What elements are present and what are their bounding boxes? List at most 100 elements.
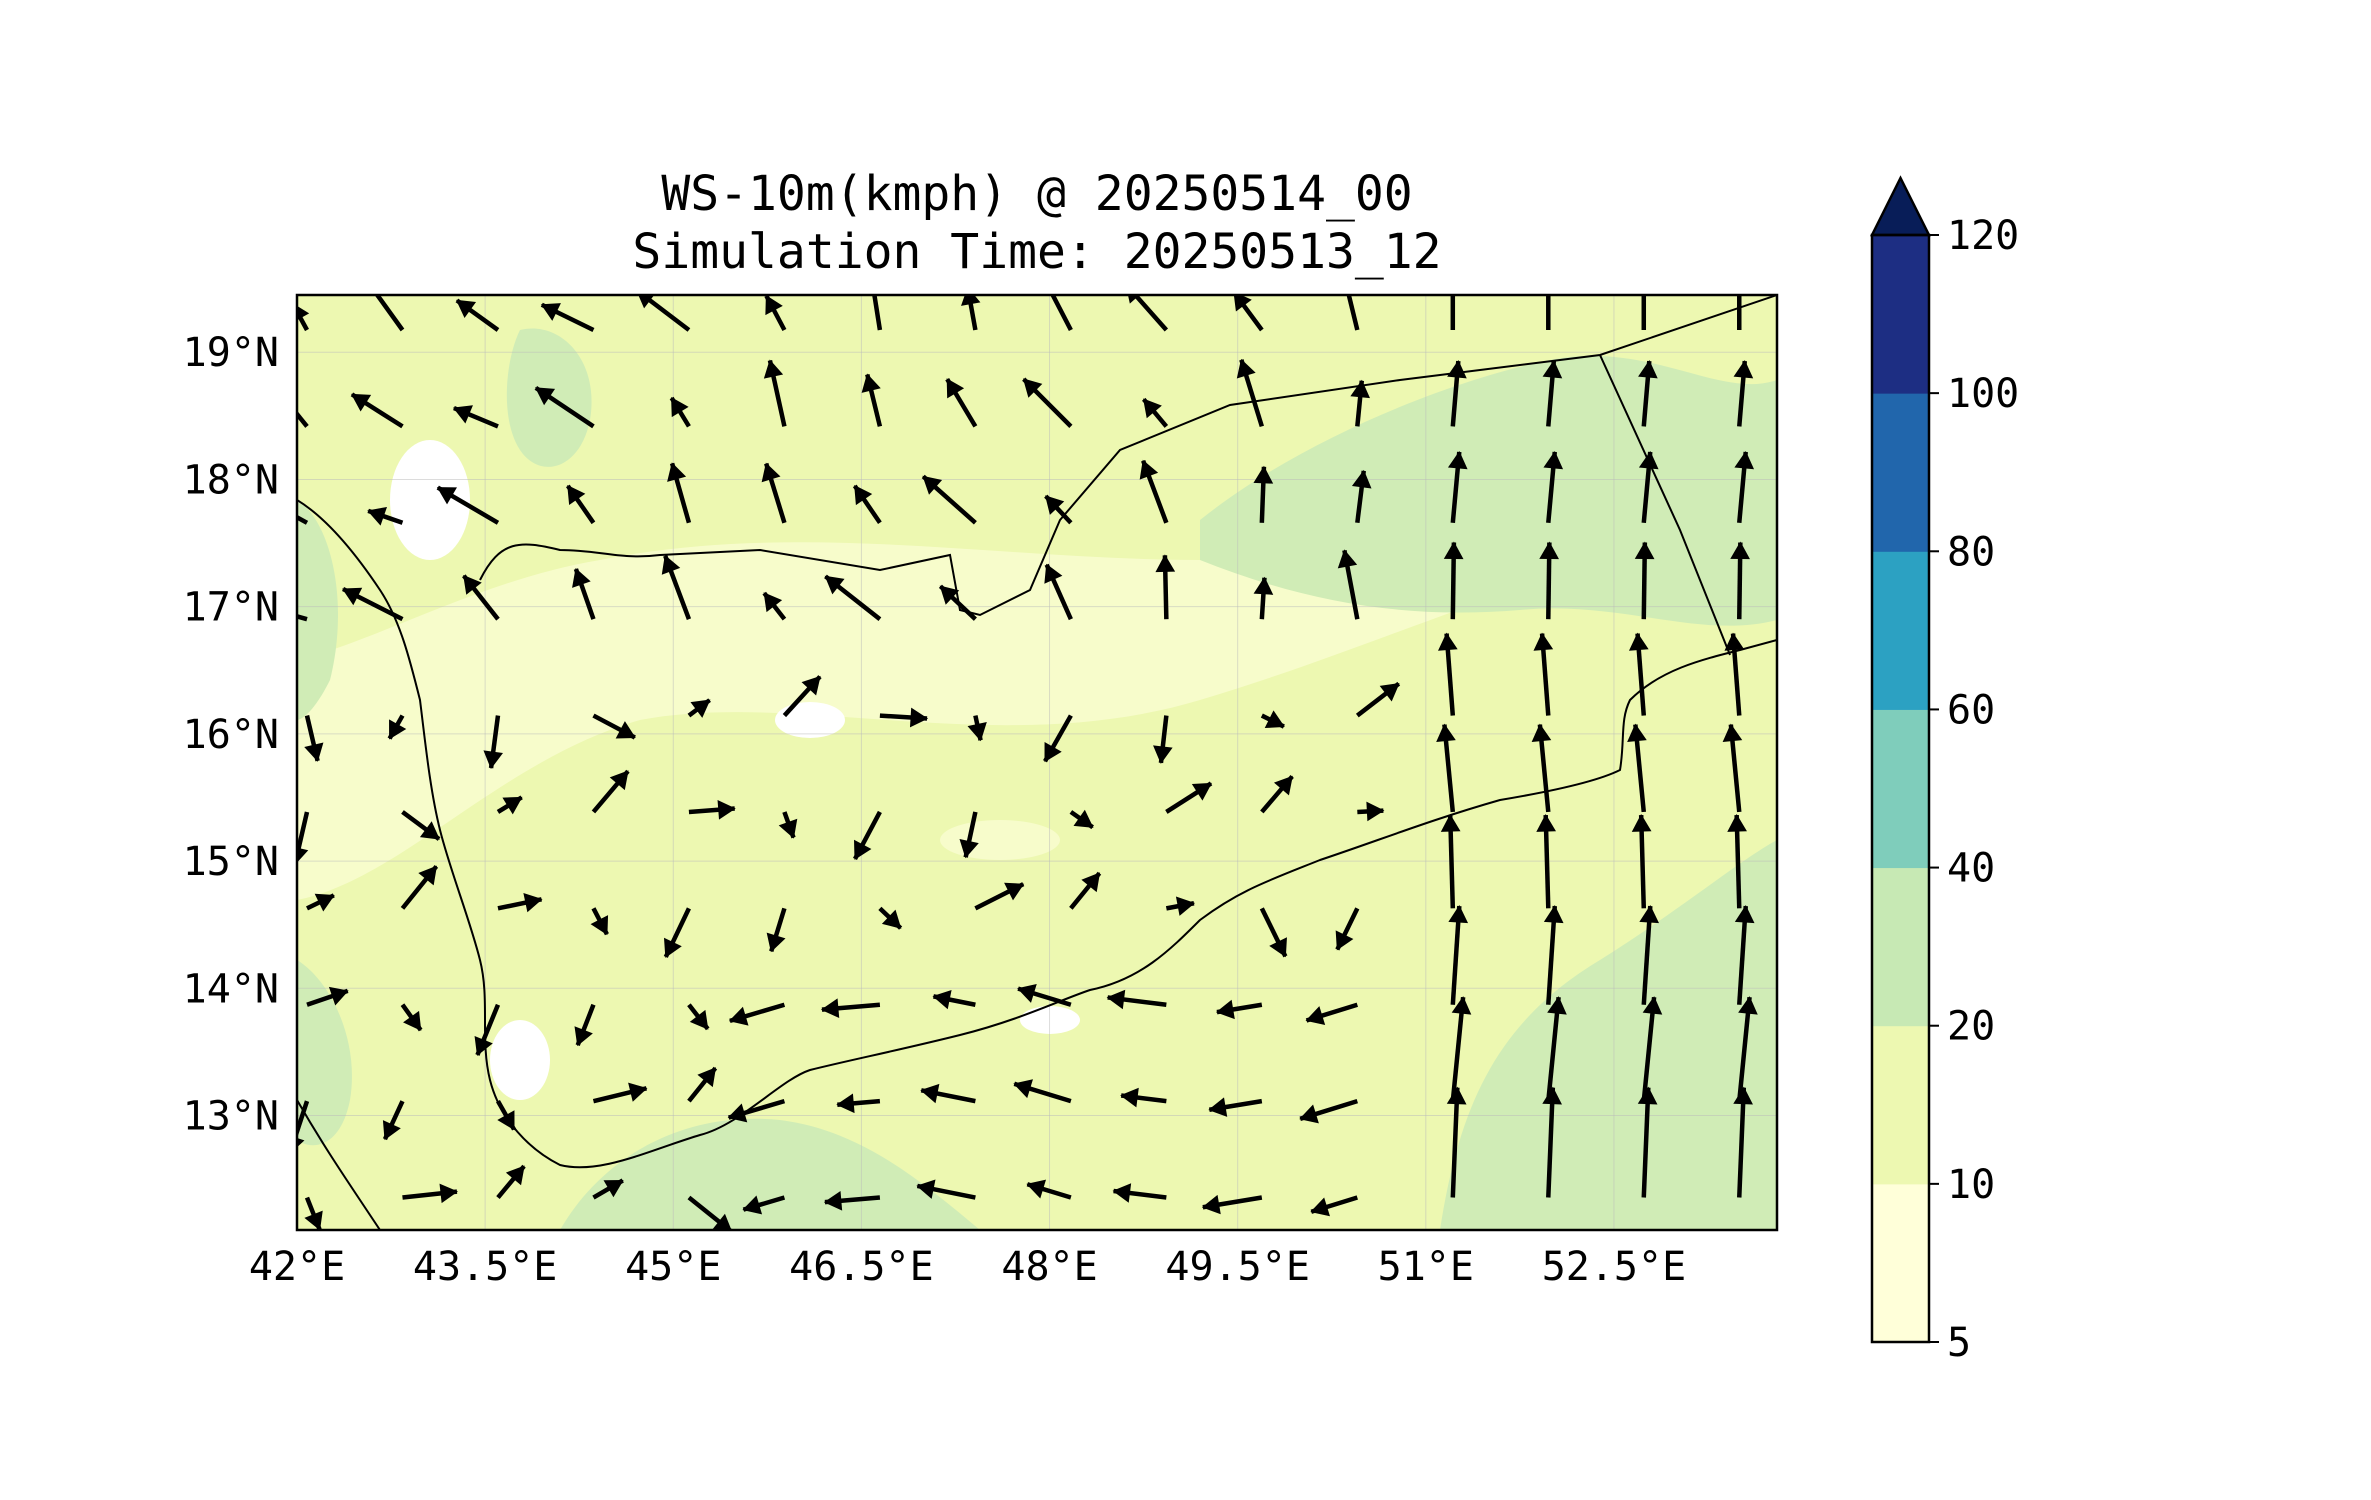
wind-arrow xyxy=(483,715,503,770)
wind-arrow xyxy=(1730,541,1750,620)
wind-arrow xyxy=(1350,379,1370,427)
wind-arrow xyxy=(297,614,308,622)
coastlines-and-borders xyxy=(297,295,1777,1230)
wind-arrow xyxy=(916,1179,976,1200)
wind-arrow xyxy=(728,1002,786,1026)
wind-arrow xyxy=(945,378,978,428)
wind-arrow xyxy=(1253,576,1274,620)
wind-arrow xyxy=(1734,450,1755,523)
wind-arrow xyxy=(1440,814,1461,909)
colorbar-tick-label: 60 xyxy=(1947,687,1995,733)
wind-arrow xyxy=(1236,358,1264,428)
wind-arrow xyxy=(836,1093,881,1114)
wind-arrow xyxy=(1637,1086,1658,1198)
wind-arrow xyxy=(565,484,596,525)
wind-arrow xyxy=(1531,723,1552,813)
wind-arrow xyxy=(1438,632,1458,716)
wind-arrow xyxy=(932,989,976,1010)
wind-arrow xyxy=(455,298,500,332)
wind-arrow xyxy=(1310,1195,1358,1217)
colorbar-segment xyxy=(1872,1025,1929,1185)
lat-tick-label: 15°N xyxy=(183,839,279,885)
wind-arrow xyxy=(1127,295,1169,332)
wind-arrow xyxy=(1727,814,1747,909)
colorbar-tick-label: 120 xyxy=(1947,213,2019,259)
wind-arrow xyxy=(1546,996,1567,1102)
wind-arrow xyxy=(687,1066,718,1103)
latitude-axis: 19°N 18°N 17°N 16°N 15°N 14°N 13°N xyxy=(183,330,279,1139)
wind-arrow xyxy=(1013,1079,1072,1104)
wind-arrow xyxy=(1208,1097,1263,1117)
wind-arrow xyxy=(496,795,523,815)
wind-arrow xyxy=(1357,801,1385,822)
wind-arrow xyxy=(824,574,882,621)
colorbar-segment xyxy=(1872,235,1929,394)
wind-arrow xyxy=(1448,905,1469,1005)
wind-arrow xyxy=(592,1082,648,1104)
wind-arrow xyxy=(727,1098,786,1123)
wind-arrow xyxy=(687,1195,734,1230)
wind-arrow xyxy=(462,574,500,621)
colorbar: 5 10 20 40 60 80 100 120 xyxy=(1869,175,2019,1366)
wind-arrow xyxy=(297,1100,310,1148)
wind-arrow xyxy=(1141,397,1169,428)
wind-arrow xyxy=(1641,295,1647,330)
wind-arrow xyxy=(1627,723,1647,813)
wind-arrow xyxy=(1628,632,1649,716)
wind-arrow xyxy=(574,1003,596,1047)
wind-arrow xyxy=(1733,1086,1753,1198)
wind-arrow xyxy=(1734,905,1755,1005)
colorbar-tick-label: 100 xyxy=(1947,371,2019,417)
wind-arrow xyxy=(452,405,499,429)
wind-arrow xyxy=(1543,905,1564,1005)
wind-arrow xyxy=(661,554,692,620)
wind-arrow xyxy=(1722,723,1743,813)
wind-arrow xyxy=(1436,723,1456,813)
wind-arrow xyxy=(1026,1179,1072,1200)
wind-arrow xyxy=(306,893,335,912)
wind-arrow xyxy=(638,295,691,332)
wind-arrow xyxy=(1450,996,1472,1102)
wind-arrow xyxy=(763,359,787,427)
wind-arrow xyxy=(1153,715,1173,764)
wind-arrow xyxy=(1112,1183,1167,1203)
wind-arrow xyxy=(742,1195,786,1215)
wind-arrow xyxy=(1539,541,1559,620)
wind-arrow xyxy=(1201,1194,1263,1215)
wind-arrow xyxy=(297,305,310,332)
wind-arrow xyxy=(572,568,596,620)
map-title: WS-10m(kmph) @ 20250514_00 xyxy=(661,166,1412,222)
wind-arrow xyxy=(938,584,977,621)
lon-tick-label: 43.5°E xyxy=(413,1244,558,1290)
wind-arrow xyxy=(304,715,324,762)
wind-arrow xyxy=(342,587,404,622)
colorbar-segment xyxy=(1872,709,1929,869)
colorbar-extend-triangle xyxy=(1869,175,1932,237)
wind-arrow xyxy=(1542,1086,1562,1198)
wind-arrow xyxy=(1355,681,1401,718)
wind-arrow xyxy=(1533,632,1554,716)
colorbar-tick-label: 40 xyxy=(1947,846,1995,892)
wind-arrow xyxy=(1044,494,1073,525)
wind-arrow xyxy=(1737,295,1742,330)
wind-arrow xyxy=(1044,563,1073,621)
wind-arrow xyxy=(1215,999,1263,1020)
wind-arrow xyxy=(1546,295,1551,330)
lat-tick-label: 19°N xyxy=(183,330,279,376)
wind-arrow xyxy=(592,713,636,740)
wind-arrow xyxy=(534,386,595,429)
wind-arrow xyxy=(1017,984,1072,1007)
wind-arrow xyxy=(967,715,987,742)
wind-arrow xyxy=(1260,710,1285,729)
wind-arrow xyxy=(852,484,882,525)
wind-arrow xyxy=(688,799,736,820)
wind-arrow xyxy=(387,714,407,740)
wind-arrow xyxy=(382,1100,405,1141)
wind-arrow xyxy=(766,907,787,953)
wind-arrow xyxy=(667,462,692,524)
lon-tick-label: 49.5°E xyxy=(1165,1244,1310,1290)
wind-arrow xyxy=(669,396,691,428)
wind-arrow xyxy=(879,707,929,728)
wind-arrow xyxy=(1069,809,1094,830)
